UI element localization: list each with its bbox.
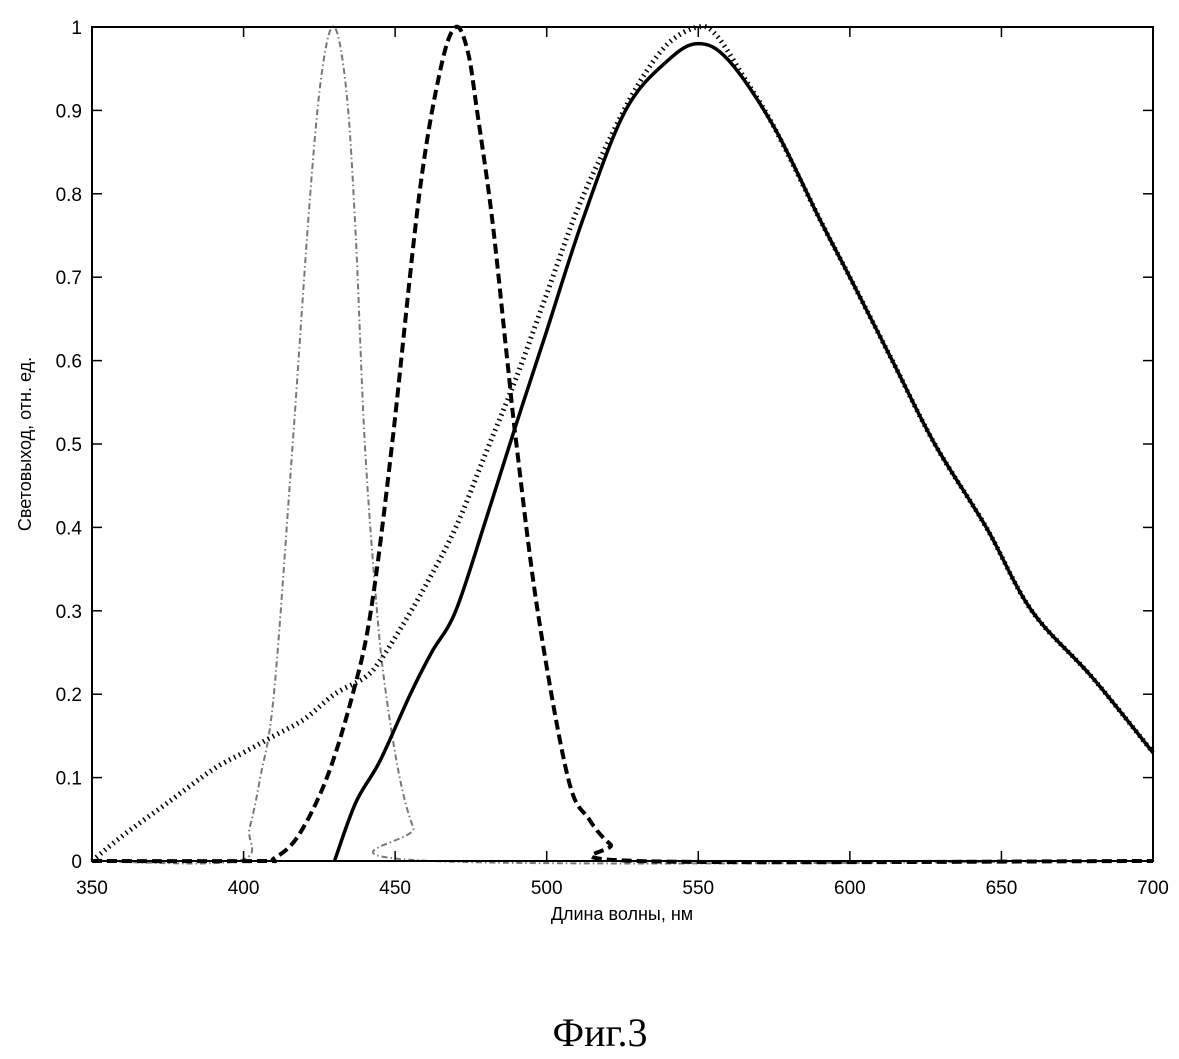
x-tick-label: 450 bbox=[379, 878, 411, 899]
plot-area bbox=[90, 24, 1155, 865]
y-tick-label: 0.2 bbox=[56, 685, 82, 706]
x-tick-label: 700 bbox=[1137, 878, 1169, 899]
x-axis: 350 400 450 500 550 600 650 700 bbox=[76, 27, 1169, 899]
y-tick-label: 1 bbox=[71, 18, 82, 39]
axes-frame bbox=[91, 26, 1154, 862]
x-tick-label: 650 bbox=[986, 878, 1018, 899]
y-tick-label: 0.9 bbox=[56, 101, 82, 122]
x-tick-label: 600 bbox=[834, 878, 866, 899]
x-tick-label: 350 bbox=[76, 878, 108, 899]
y-tick-label: 0.4 bbox=[56, 518, 83, 539]
y-tick-label: 0.7 bbox=[56, 268, 82, 289]
figure-caption: Фиг.3 bbox=[553, 1010, 648, 1055]
y-tick-label: 0.6 bbox=[56, 352, 82, 373]
x-tick-label: 400 bbox=[228, 878, 260, 899]
series-solid-line bbox=[332, 41, 1155, 862]
y-axis: 0 0.1 0.2 0.3 0.4 0.5 0.6 0.7 0.8 0.9 1 bbox=[56, 18, 1153, 873]
series-dashed-line bbox=[91, 24, 1154, 865]
x-tick-label: 550 bbox=[682, 878, 714, 899]
x-axis-label: Длина волны, нм bbox=[551, 904, 693, 924]
y-tick-label: 0.3 bbox=[56, 602, 82, 623]
y-tick-label: 0.1 bbox=[56, 769, 82, 790]
y-tick-label: 0 bbox=[71, 852, 82, 873]
y-tick-label: 0.5 bbox=[56, 435, 82, 456]
y-tick-label: 0.8 bbox=[56, 185, 82, 206]
series-dash-dot-line bbox=[91, 25, 1154, 865]
series-dotted-line bbox=[90, 24, 1155, 863]
y-axis-label: Световыход, отн. ед. bbox=[15, 357, 35, 531]
x-tick-label: 500 bbox=[531, 878, 563, 899]
